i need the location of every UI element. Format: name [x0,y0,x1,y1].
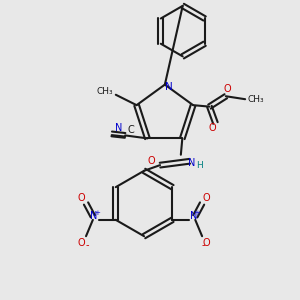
Text: C: C [128,125,134,135]
Text: O: O [224,84,231,94]
Text: O: O [208,123,216,133]
Text: +: + [94,210,100,216]
Text: -: - [86,240,89,250]
Text: N: N [115,123,122,133]
Text: O: O [78,193,86,202]
Text: CH₃: CH₃ [96,87,113,96]
Text: O: O [203,238,210,248]
Text: N: N [90,211,98,221]
Text: CH₃: CH₃ [247,95,264,104]
Text: O: O [78,238,86,248]
Text: -: - [202,240,205,250]
Text: N: N [190,211,198,221]
Text: N: N [165,82,172,92]
Text: O: O [147,156,155,166]
Text: H: H [196,160,202,169]
Text: O: O [203,193,210,202]
Text: N: N [188,158,196,168]
Text: +: + [194,210,200,216]
